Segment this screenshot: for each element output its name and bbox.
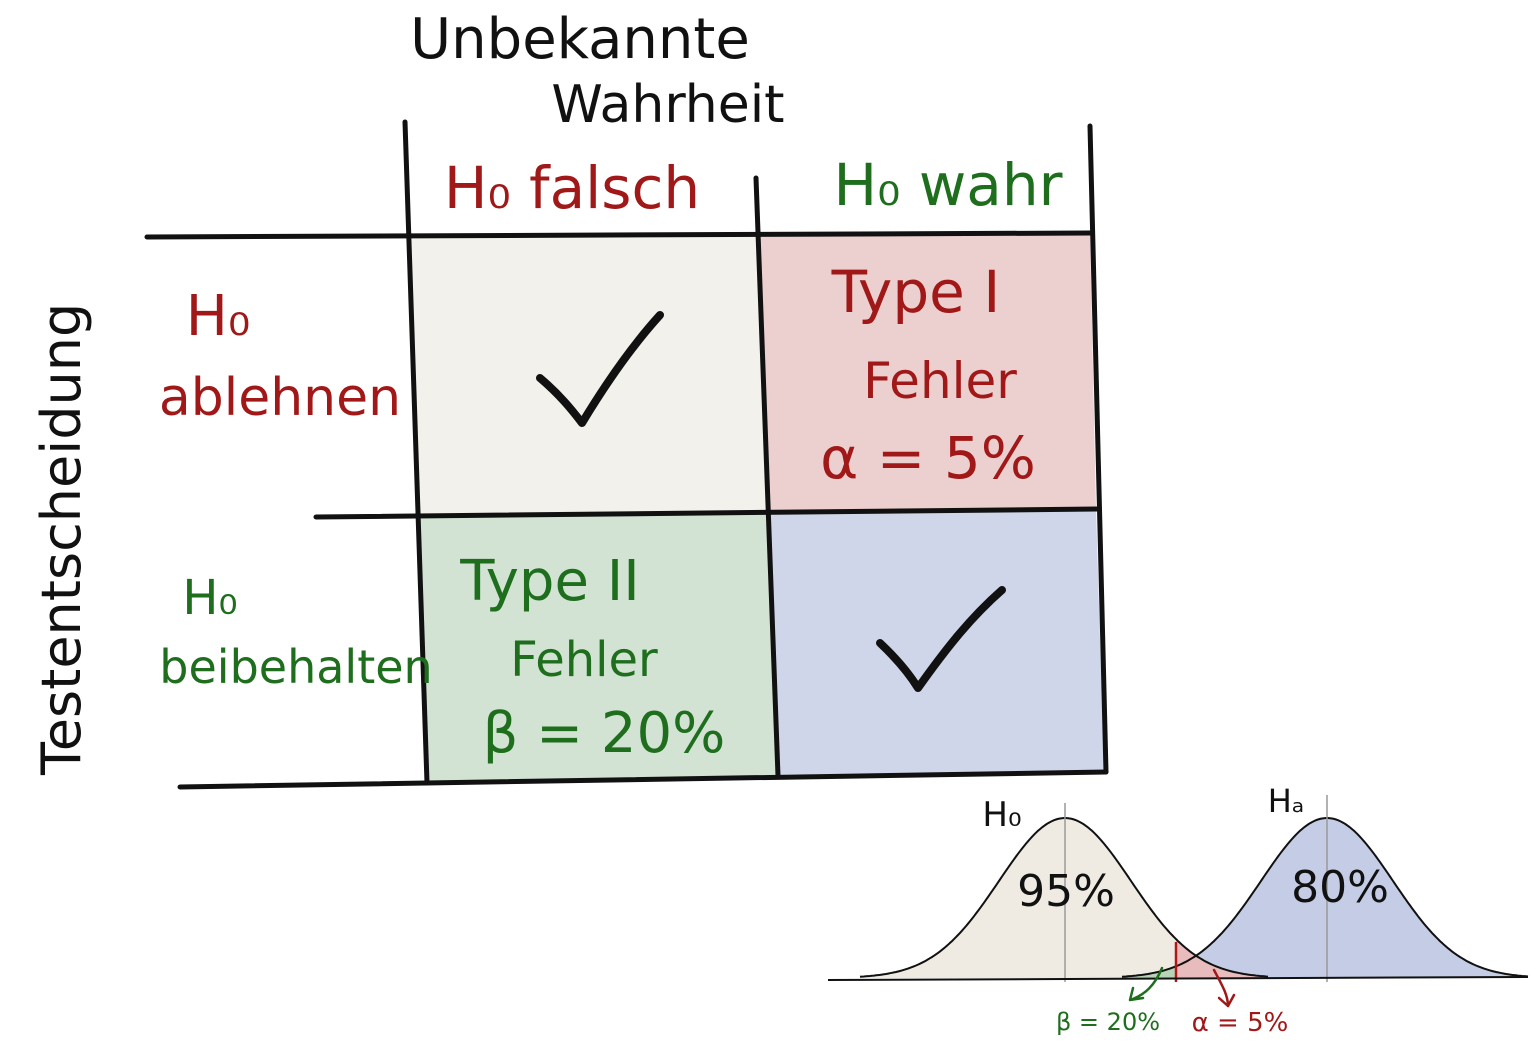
row-label-reject-line1: H₀ — [186, 284, 251, 349]
grid-line-top — [144, 230, 1093, 240]
grid-line-center — [313, 506, 1100, 520]
cell-reject-h0-false — [410, 237, 767, 515]
grid-line-middle — [753, 175, 781, 779]
type1-fehler: Fehler — [863, 352, 1017, 410]
ha-curve-area — [1122, 818, 1528, 978]
column-header-line1: Unbekannte — [410, 7, 750, 72]
beta-value: β = 20% — [483, 701, 726, 766]
row-label-reject-line2: ablehnen — [159, 368, 401, 428]
ha-curve — [1121, 817, 1529, 978]
cell-keep-h0-true — [767, 508, 1104, 775]
ha-percent: 80% — [1291, 862, 1389, 913]
alpha-arrow-icon — [1212, 968, 1236, 1008]
grid-line-right — [1087, 123, 1109, 775]
table-grid — [144, 119, 1109, 790]
check-icon — [536, 311, 664, 427]
column-label-h0-false: H₀ falsch — [444, 154, 700, 222]
cell-reject-h0-true — [757, 234, 1096, 512]
row-label-keep-line1: H₀ — [182, 570, 237, 626]
row-header: Testentscheidung — [30, 303, 93, 776]
h0-curve-label: H₀ — [982, 795, 1021, 835]
beta-arrow-icon — [1128, 966, 1164, 1002]
grid-line-left — [402, 119, 430, 786]
cell-keep-h0-false — [418, 512, 777, 781]
type2-label: Type II — [459, 549, 639, 614]
type1-label: Type I — [831, 258, 1001, 326]
row-label-keep-line2: beibehalten — [159, 640, 432, 694]
alpha-label: α = 5% — [1192, 1008, 1289, 1038]
h0-curve — [859, 817, 1269, 978]
grid-line-bottom — [177, 769, 1109, 790]
column-header-line2: Wahrheit — [551, 75, 784, 135]
baseline — [827, 976, 1529, 981]
beta-label: β = 20% — [1056, 1008, 1160, 1036]
check-icon — [876, 586, 1006, 692]
distribution-sketch: H₀ Hₐ 95% 80% β = 20% α = 5% — [827, 782, 1529, 1038]
alpha-region — [1176, 939, 1268, 978]
beta-region — [1122, 966, 1176, 978]
ha-curve-label: Hₐ — [1268, 782, 1305, 820]
h0-curve-area — [860, 818, 1268, 978]
type2-fehler: Fehler — [510, 632, 658, 688]
column-label-h0-true: H₀ wahr — [834, 151, 1063, 219]
alpha-value: α = 5% — [820, 424, 1036, 492]
h0-percent: 95% — [1017, 866, 1115, 917]
